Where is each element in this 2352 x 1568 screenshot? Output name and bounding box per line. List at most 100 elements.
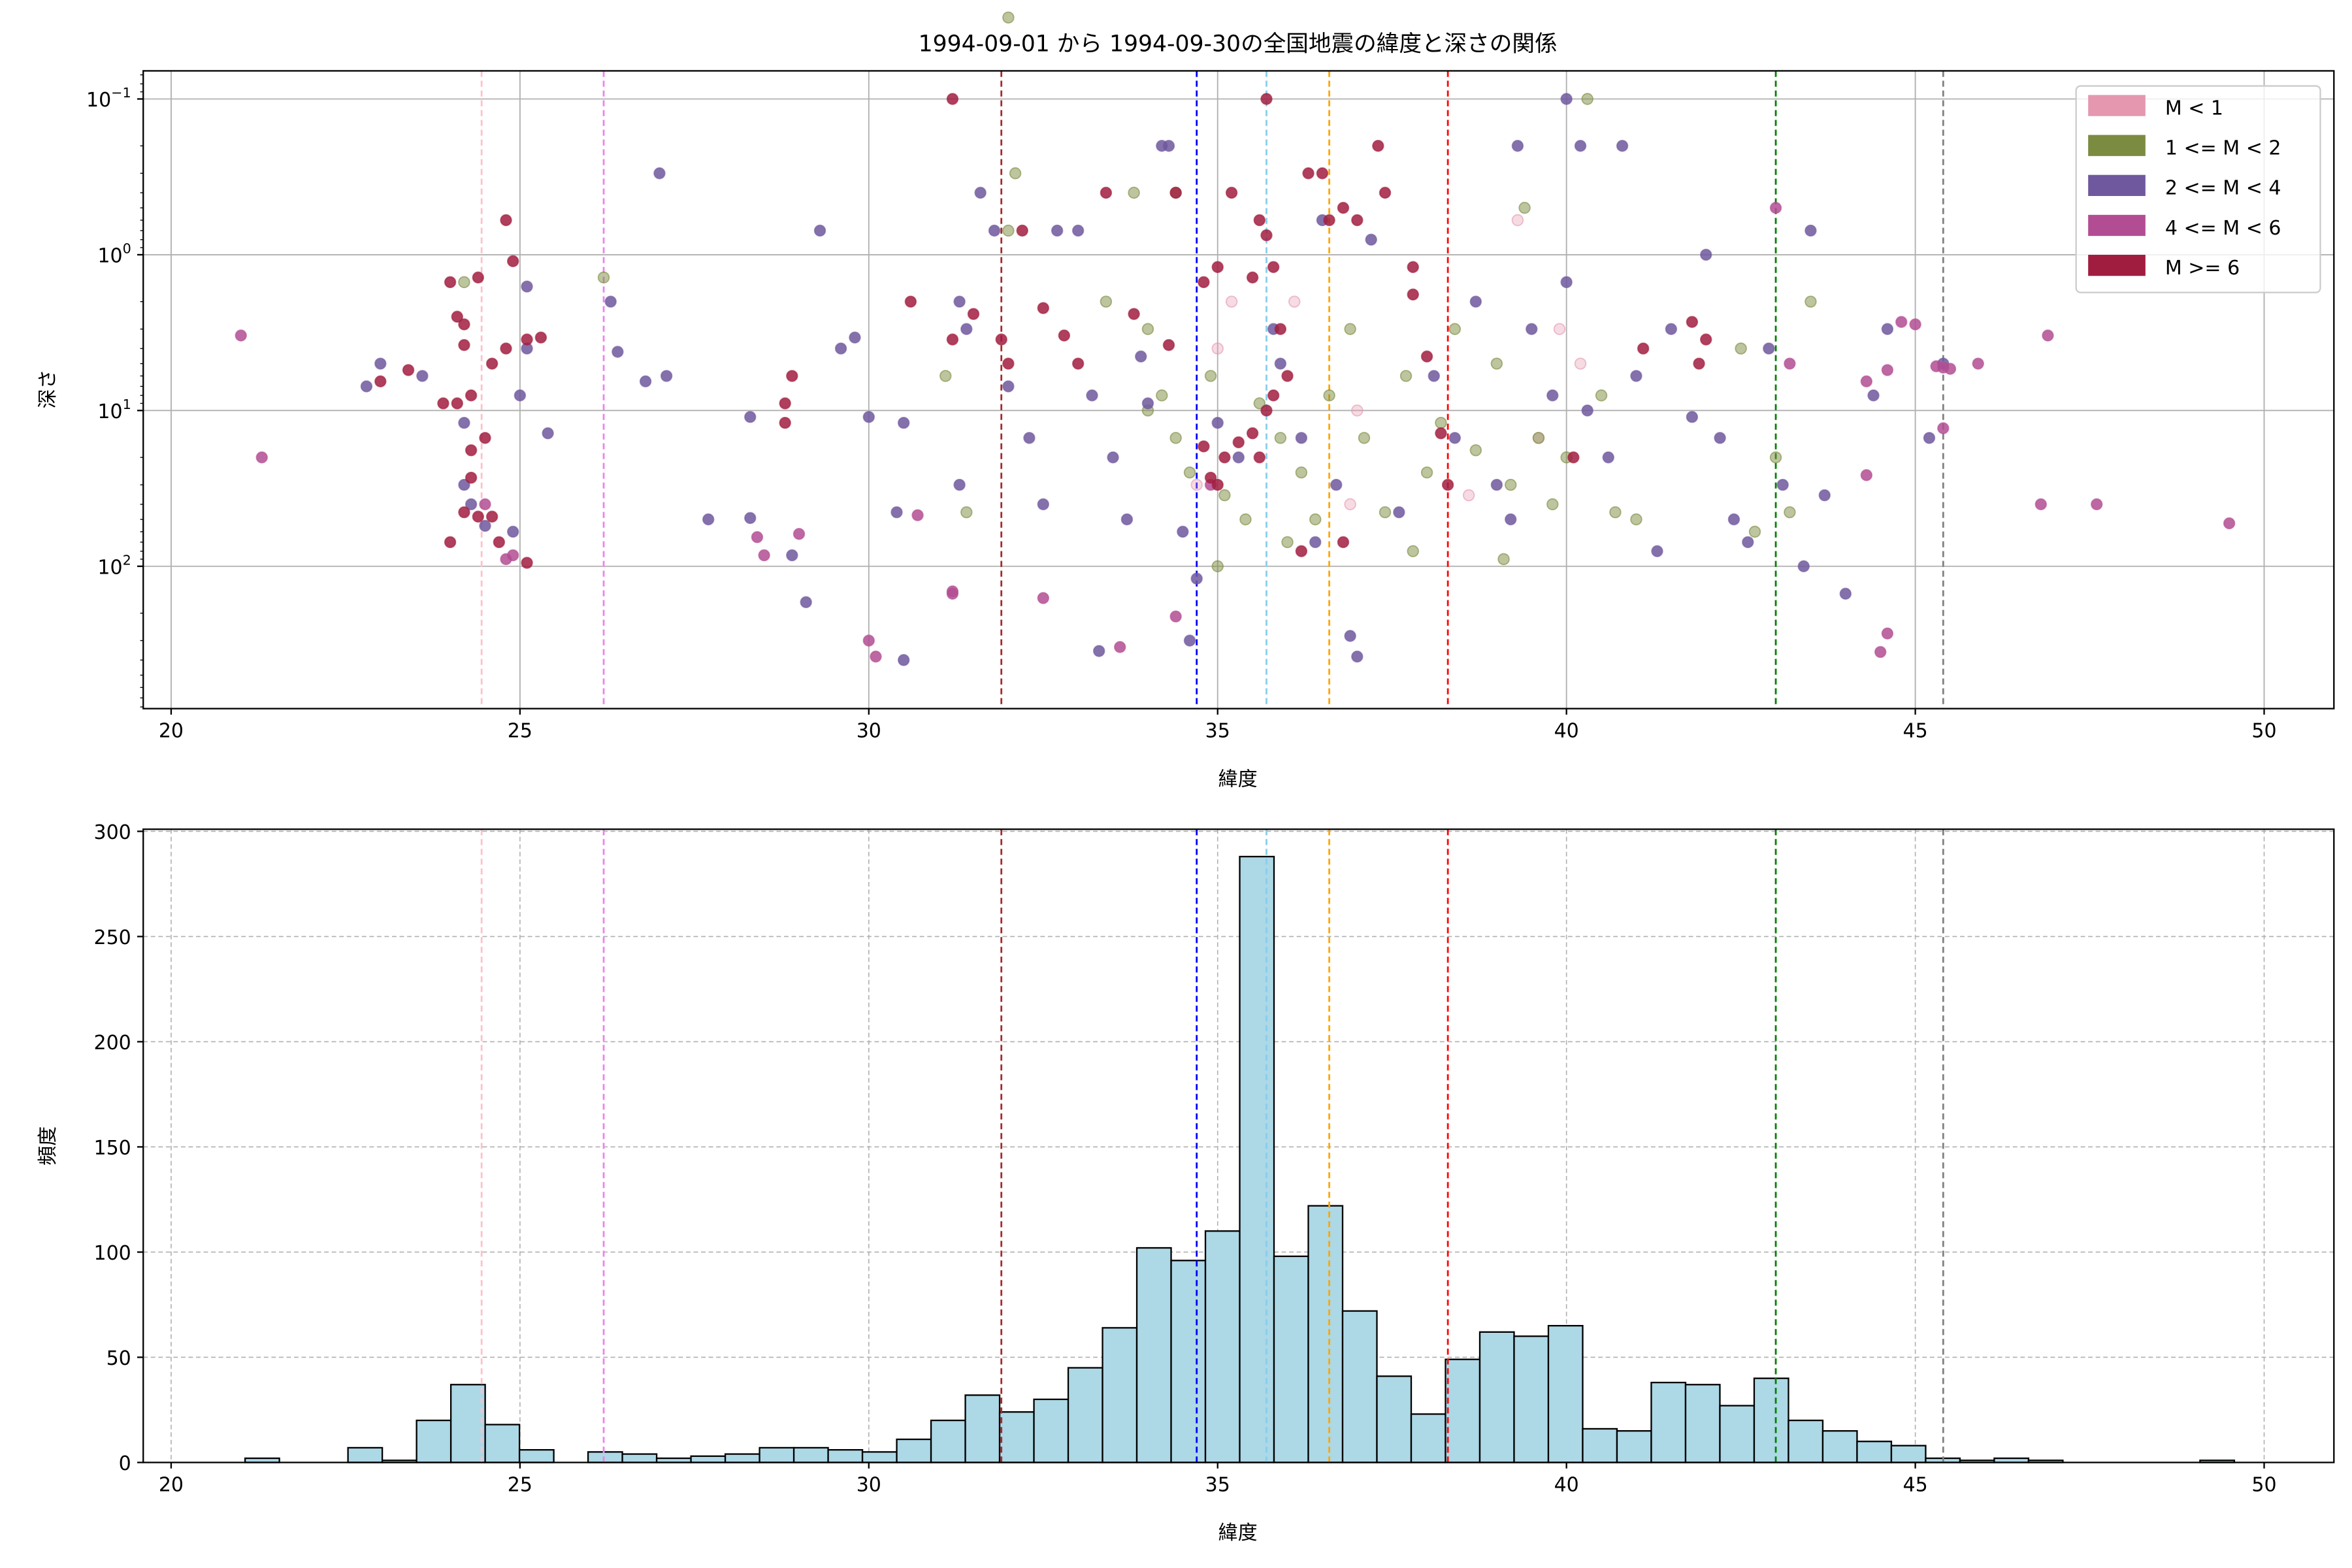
scatter-point (1211, 261, 1224, 274)
scatter-y-tick-label: 101 (97, 397, 131, 423)
scatter-point (1246, 271, 1259, 284)
scatter-x-tick-label: 30 (857, 719, 881, 742)
scatter-point (862, 410, 875, 423)
scatter-point (1274, 432, 1287, 444)
scatter-point (1372, 140, 1384, 152)
scatter-point (1198, 276, 1210, 289)
legend-label: M < 1 (2165, 97, 2223, 120)
scatter-point (1700, 333, 1712, 346)
scatter-point (437, 397, 449, 410)
scatter-point (1769, 451, 1782, 464)
scatter-point (1344, 498, 1356, 511)
scatter-point (465, 498, 478, 511)
histogram-bar (827, 1448, 864, 1463)
scatter-point (1351, 214, 1364, 227)
legend-label: 1 <= M < 2 (2165, 137, 2281, 160)
scatter-point (360, 380, 373, 393)
scatter-point (1693, 357, 1705, 370)
histogram-bars (244, 855, 2236, 1463)
scatter-point (458, 506, 470, 519)
scatter-axes-frame (142, 70, 2335, 710)
scatter-point (1274, 357, 1287, 370)
scatter-point (2223, 517, 2236, 530)
scatter-point (1169, 432, 1182, 444)
histogram-bar (1856, 1441, 1893, 1463)
histogram-bar (792, 1446, 829, 1463)
scatter-point (1735, 342, 1747, 355)
scatter-point (1295, 432, 1308, 444)
scatter-point (521, 557, 533, 569)
scatter-point (1260, 404, 1273, 417)
scatter-point (792, 528, 806, 540)
scatter-point (458, 318, 470, 331)
scatter-point (1602, 451, 1614, 464)
scatter-point (514, 389, 527, 402)
histogram-bar (1650, 1381, 1687, 1463)
scatter-point (2091, 498, 2103, 511)
scatter-point (1204, 370, 1217, 382)
scatter-point (1420, 350, 1433, 363)
scatter-point (1574, 140, 1587, 152)
scatter-point (1435, 427, 1447, 440)
scatter-point (597, 271, 610, 284)
scatter-point (1239, 513, 1252, 526)
histogram-bar (449, 1384, 486, 1463)
scatter-point (1616, 140, 1629, 152)
scatter-point (1232, 451, 1245, 464)
scatter-point (988, 224, 1001, 237)
scatter-point (1532, 432, 1545, 444)
scatter-point (612, 346, 624, 358)
scatter-point (1344, 323, 1356, 335)
histogram-bar (1821, 1430, 1858, 1463)
scatter-x-tick-label: 50 (2251, 719, 2276, 742)
scatter-point (1183, 634, 1196, 647)
scatter-point (1860, 375, 1873, 387)
scatter-point (472, 510, 485, 523)
legend-swatch (2088, 255, 2146, 276)
histogram-bar (347, 1446, 384, 1463)
histogram-bar (1273, 1255, 1309, 1463)
scatter-point (1156, 389, 1168, 402)
histogram-x-tick-label: 50 (2251, 1473, 2276, 1496)
scatter-point (779, 416, 791, 429)
scatter-point (542, 427, 554, 440)
scatter-point (1190, 478, 1203, 491)
histogram-axes-frame (142, 828, 2335, 1463)
histogram-bar (1410, 1413, 1446, 1463)
scatter-point (786, 549, 798, 562)
scatter-point (1874, 645, 1887, 659)
scatter-point (834, 342, 847, 355)
scatter-point (1253, 451, 1266, 464)
scatter-point (1337, 536, 1350, 549)
scatter-point (465, 444, 478, 457)
scatter-point (1637, 342, 1650, 355)
scatter-point (1002, 357, 1015, 370)
scatter-point (995, 333, 1007, 346)
scatter-point (939, 370, 952, 382)
scatter-point (1420, 466, 1433, 479)
scatter-point (911, 509, 924, 521)
scatter-point (1351, 404, 1364, 417)
histogram-bar (998, 1411, 1035, 1463)
histogram-bar (1890, 1445, 1927, 1463)
scatter-point (493, 536, 506, 549)
scatter-point (1274, 323, 1287, 335)
scatter-point (255, 451, 268, 464)
scatter-point (1769, 201, 1782, 214)
scatter-point (444, 276, 457, 289)
scatter-point (1407, 288, 1419, 301)
scatter-point (897, 654, 910, 666)
histogram-bar (1239, 855, 1275, 1463)
scatter-point (1218, 489, 1231, 502)
scatter-point (702, 513, 715, 526)
scatter-point (1881, 627, 1894, 640)
scatter-point (485, 510, 498, 523)
scatter-point (1435, 416, 1447, 429)
scatter-point (1141, 397, 1154, 410)
scatter-point (1567, 451, 1580, 464)
scatter-point (1002, 11, 1015, 24)
scatter-point (870, 650, 882, 663)
scatter-point (1135, 350, 1147, 363)
scatter-x-tick-label: 20 (159, 719, 184, 742)
